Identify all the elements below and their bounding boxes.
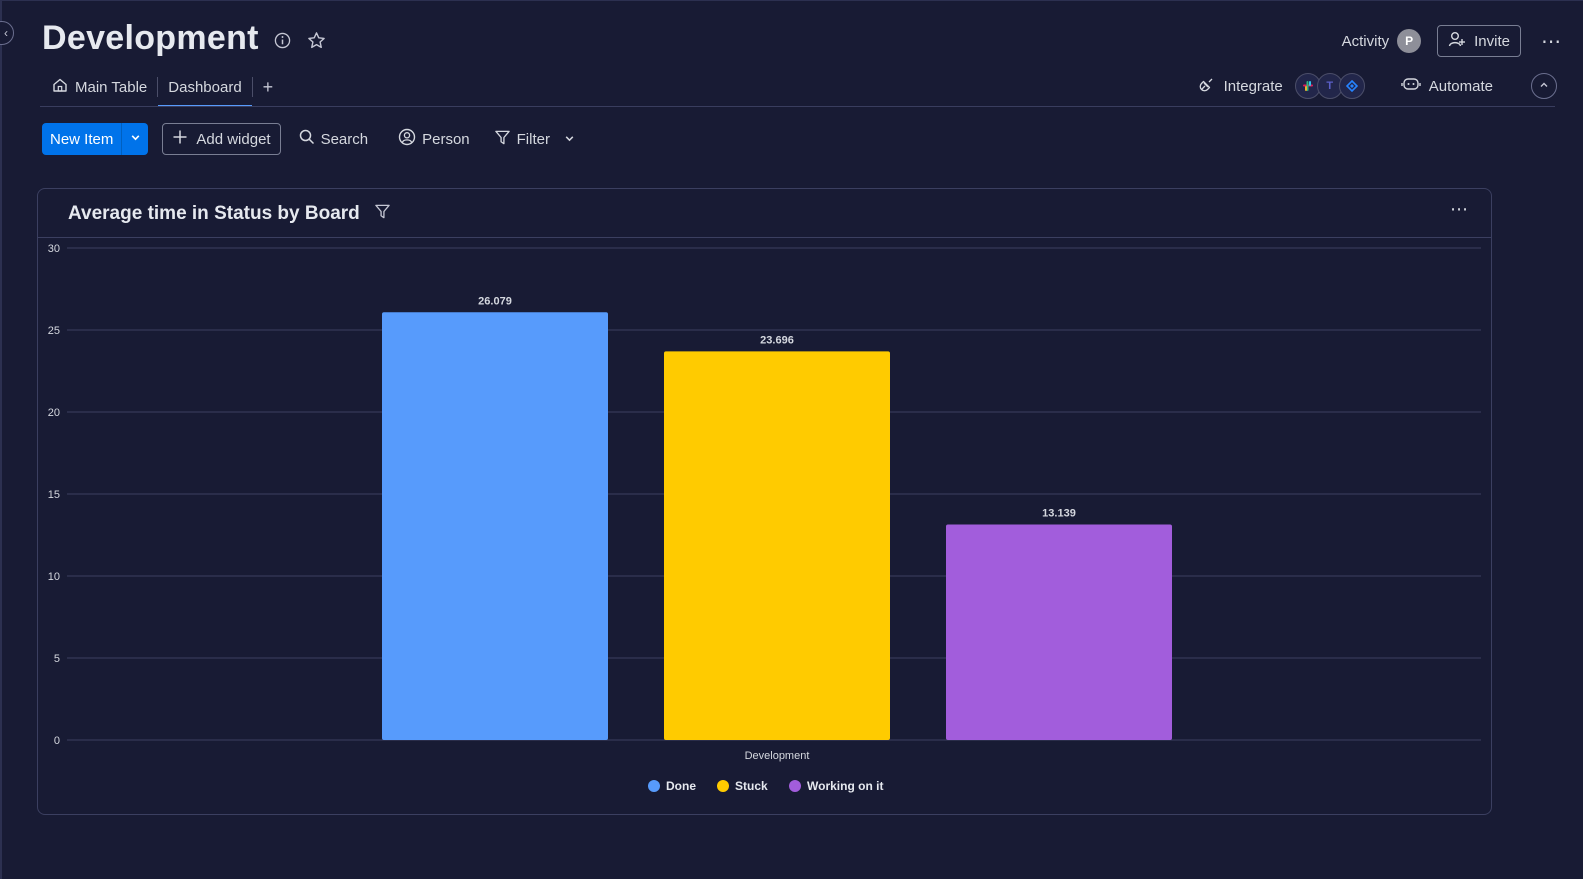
new-item-button[interactable]: New Item — [42, 123, 122, 155]
collapse-header-button[interactable] — [1531, 73, 1557, 99]
tab-dashboard[interactable]: Dashboard — [158, 67, 253, 107]
invite-label: Invite — [1474, 32, 1510, 50]
integrate-icon — [1198, 75, 1216, 97]
tab-main-table[interactable]: Main Table — [42, 67, 157, 107]
person-label: Person — [422, 130, 470, 148]
widget-more-icon[interactable]: ⋯ — [1450, 199, 1469, 219]
add-person-icon — [1448, 30, 1466, 52]
legend-swatch — [648, 780, 660, 792]
y-tick-label: 0 — [54, 735, 60, 747]
board-tabs: Main Table Dashboard + — [42, 67, 283, 107]
tab-label: Dashboard — [168, 78, 242, 96]
y-tick-label: 25 — [48, 325, 60, 337]
integrate-button[interactable]: Integrate T — [1198, 73, 1365, 99]
search-icon — [299, 129, 315, 149]
legend-label: Done — [666, 779, 696, 793]
add-view-icon[interactable]: + — [262, 76, 274, 97]
new-item-split-button: New Item — [42, 123, 149, 155]
info-icon[interactable] — [272, 30, 292, 50]
page-title: Development — [42, 19, 259, 57]
person-icon — [398, 128, 416, 150]
y-tick-label: 30 — [48, 243, 60, 255]
activity-label: Activity — [1341, 32, 1390, 50]
y-tick-label: 10 — [48, 571, 60, 583]
automate-button[interactable]: Automate — [1401, 75, 1493, 97]
bar-done — [382, 312, 608, 740]
legend-label: Stuck — [735, 779, 768, 793]
automate-label: Automate — [1428, 77, 1493, 95]
chevron-up-icon — [1539, 80, 1549, 93]
tab-divider — [157, 77, 159, 97]
bar-stuck — [664, 351, 890, 740]
data-label: 13.139 — [1042, 508, 1076, 520]
search-label: Search — [320, 130, 369, 148]
filter-icon — [494, 129, 511, 150]
activity-button[interactable]: Activity P — [1342, 29, 1422, 53]
legend-swatch — [717, 780, 729, 792]
jira-icon — [1338, 73, 1365, 99]
data-label: 26.079 — [478, 295, 512, 307]
plus-icon — [172, 129, 188, 149]
y-tick-label: 5 — [54, 653, 60, 665]
search-button[interactable]: Search — [299, 129, 369, 149]
home-icon — [52, 77, 68, 97]
bar-working-on-it — [946, 524, 1172, 740]
x-category-label: Development — [745, 750, 810, 762]
widget-filter-icon[interactable] — [374, 203, 391, 225]
widget-header-divider — [38, 237, 1491, 238]
avatar: P — [1397, 29, 1422, 53]
y-tick-label: 20 — [48, 407, 60, 419]
add-widget-label: Add widget — [196, 130, 271, 148]
person-filter-button[interactable]: Person — [398, 128, 470, 150]
more-options-icon[interactable]: ⋯ — [1541, 30, 1563, 53]
widget-title: Average time in Status by Board — [68, 203, 360, 224]
chart-widget: Average time in Status by Board ⋯ 0 5 10 15… — [37, 188, 1492, 815]
legend-swatch — [789, 780, 801, 792]
left-panel-toggle[interactable]: ‹ — [0, 21, 14, 45]
filter-button[interactable]: Filter — [494, 129, 575, 150]
y-tick-label: 15 — [48, 489, 60, 501]
legend-label: Working on it — [807, 779, 883, 793]
tab-label: Main Table — [75, 78, 148, 96]
filter-label: Filter — [516, 130, 550, 148]
invite-button[interactable]: Invite — [1437, 25, 1521, 57]
chevron-down-icon[interactable] — [564, 131, 575, 148]
chevron-down-icon — [130, 130, 141, 148]
chevron-left-icon: ‹ — [4, 26, 8, 40]
dashboard-toolbar: New Item Add widget Search Person — [42, 123, 575, 155]
data-label: 23.696 — [760, 334, 794, 346]
tab-divider — [251, 77, 253, 97]
bar-chart: 0 5 10 15 20 25 30 26.079 23.696 13.139 Developmen… — [48, 243, 1481, 793]
robot-icon — [1401, 75, 1421, 97]
integrate-label: Integrate — [1223, 77, 1283, 95]
teams-icon: T — [1316, 73, 1343, 99]
star-icon[interactable] — [306, 30, 326, 50]
tabs-divider — [40, 106, 1555, 107]
add-widget-button[interactable]: Add widget — [162, 123, 281, 155]
new-item-dropdown[interactable] — [121, 123, 149, 155]
